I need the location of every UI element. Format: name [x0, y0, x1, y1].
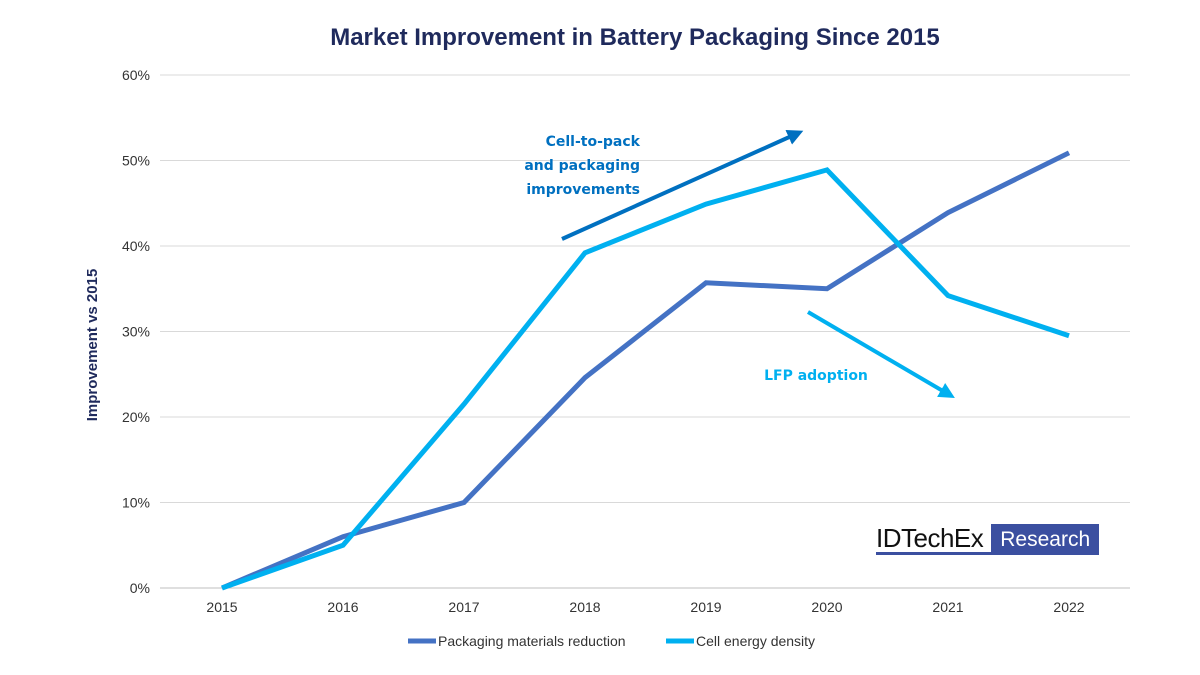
legend-label: Packaging materials reduction: [438, 633, 626, 649]
chart-title: Market Improvement in Battery Packaging …: [330, 24, 940, 51]
y-tick-label: 50%: [122, 153, 150, 169]
annotation-lfp: LFP adoption: [764, 368, 868, 384]
x-tick-label: 2020: [811, 599, 842, 615]
y-tick-label: 20%: [122, 409, 150, 425]
annotation-cell-to-pack: Cell-to-pack: [546, 134, 641, 150]
x-tick-label: 2022: [1053, 599, 1084, 615]
y-axis-label: Improvement vs 2015: [84, 269, 101, 422]
x-tick-label: 2019: [690, 599, 721, 615]
y-tick-label: 40%: [122, 238, 150, 254]
y-tick-label: 30%: [122, 324, 150, 340]
annotation-cell-to-pack: improvements: [526, 182, 640, 198]
y-tick-label: 0%: [130, 580, 150, 596]
x-tick-label: 2021: [932, 599, 963, 615]
x-tick-label: 2017: [448, 599, 479, 615]
y-tick-label: 10%: [122, 495, 150, 511]
x-tick-label: 2015: [206, 599, 237, 615]
x-tick-label: 2016: [327, 599, 358, 615]
logo-text-right: Research: [991, 524, 1100, 555]
idtechex-logo: IDTechEx Research: [876, 524, 1100, 555]
arrow-lfp: [806, 310, 955, 399]
series-line-0: [221, 150, 1071, 591]
arrow-cell-to-pack: [561, 129, 804, 241]
legend-label: Cell energy density: [696, 633, 815, 649]
series-line-1: [221, 167, 1070, 591]
annotation-cell-to-pack: and packaging: [524, 158, 640, 174]
logo-text-left: IDTechEx: [876, 524, 992, 555]
x-tick-label: 2018: [569, 599, 600, 615]
y-tick-label: 60%: [122, 67, 150, 83]
